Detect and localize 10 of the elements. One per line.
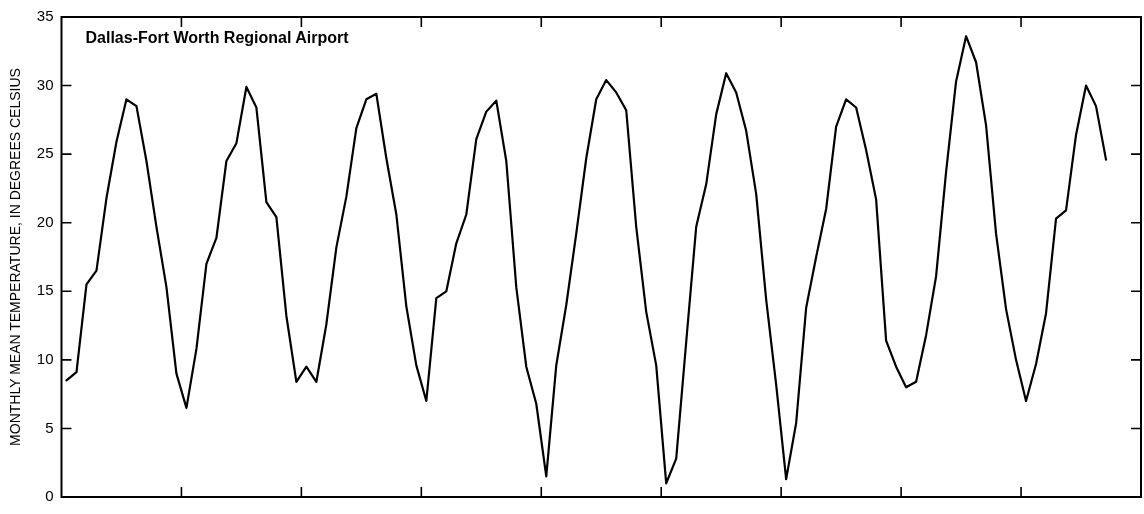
- y-tick-label: 35: [36, 7, 54, 25]
- y-axis-title: MONTHLY MEAN TEMPERATURE, IN DEGREES CELSIUS: [7, 68, 24, 446]
- y-tick-label: 5: [45, 418, 54, 436]
- y-tick-label: 25: [36, 144, 54, 162]
- y-tick-label: 0: [45, 487, 54, 505]
- y-tick-label: 30: [36, 75, 54, 93]
- y-tick-label: 15: [36, 281, 54, 299]
- y-tick-label: 20: [36, 212, 54, 230]
- y-tick-label: 10: [36, 350, 54, 367]
- annotation: Dallas-Fort Worth Regional Airport: [85, 29, 350, 47]
